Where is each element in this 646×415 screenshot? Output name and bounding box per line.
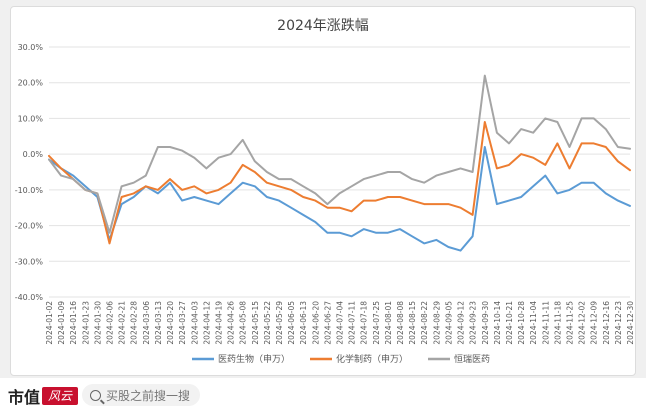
y-tick-label: -20.0%	[15, 222, 44, 231]
x-tick-label: 2024-02-21	[118, 301, 127, 345]
x-tick-label: 2024-11-18	[553, 301, 562, 345]
x-tick-label: 2024-11-11	[541, 301, 550, 345]
x-tick-label: 2024-05-29	[275, 301, 284, 345]
x-tick-label: 2024-09-12	[457, 301, 466, 345]
y-tick-label: -40.0%	[15, 293, 44, 302]
x-tick-label: 2024-08-15	[408, 301, 417, 345]
x-tick-label: 2024-12-09	[590, 301, 599, 345]
y-tick-label: 0.0%	[23, 150, 44, 159]
x-tick-label: 2024-12-02	[578, 301, 587, 345]
search-placeholder: 买股之前搜一搜	[106, 388, 191, 403]
x-tick-label: 2024-01-02	[45, 301, 54, 345]
chart-card: 2024年涨跌幅	[10, 6, 636, 376]
y-tick-label: -30.0%	[15, 257, 44, 266]
x-tick-label: 2024-07-25	[372, 301, 381, 345]
x-tick-label: 2024-02-28	[130, 301, 139, 345]
x-tick-label: 2024-08-22	[420, 301, 429, 345]
x-tick-label: 2024-09-05	[444, 301, 453, 345]
x-tick-label: 2024-06-13	[299, 301, 308, 345]
x-tick-label: 2024-10-21	[505, 301, 514, 345]
legend-label: 医药生物（申万）	[218, 353, 290, 365]
chart-title: 2024年涨跌幅	[277, 18, 369, 34]
brand-logo-group[interactable]: 市值 风云	[8, 384, 79, 408]
brand-name: 市值	[8, 388, 41, 407]
x-tick-label: 2024-10-28	[517, 301, 526, 345]
x-tick-label: 2024-05-08	[239, 301, 248, 345]
legend-label: 恒瑞医药	[454, 353, 490, 365]
x-tick-label: 2024-09-23	[469, 301, 478, 345]
x-tick-label: 2024-04-12	[202, 301, 211, 345]
footer-bar: 市值 风云 买股之前搜一搜	[0, 378, 646, 415]
x-tick-label: 2024-05-15	[251, 301, 260, 345]
x-tick-label: 2024-01-23	[81, 301, 90, 345]
legend-label: 化学制药（申万）	[336, 353, 408, 365]
x-tick-label: 2024-12-16	[602, 301, 611, 345]
x-tick-label: 2024-12-30	[626, 301, 635, 345]
x-tick-label: 2024-06-05	[287, 301, 296, 345]
line-chart: 30.0% 20.0% 10.0% 0.0% -10.0% -20.0% -30.0% -40…	[15, 43, 635, 365]
brand-logo-mark: 风云	[42, 387, 79, 405]
x-tick-label: 2024-11-04	[529, 301, 538, 345]
x-tick-label: 2024-06-27	[323, 301, 332, 345]
x-tick-label: 2024-09-30	[481, 301, 490, 345]
x-tick-label: 2024-03-27	[178, 301, 187, 345]
y-tick-label: 30.0%	[18, 43, 44, 52]
search-box[interactable]: 买股之前搜一搜	[82, 384, 200, 406]
y-tick-label: -10.0%	[15, 186, 44, 195]
x-tick-label: 2024-10-14	[493, 301, 502, 345]
x-tick-label: 2024-01-30	[93, 301, 102, 345]
x-tick-label: 2024-08-08	[396, 301, 405, 345]
series-line-2	[48, 121, 631, 245]
x-tick-label: 2024-05-22	[263, 301, 272, 345]
x-tick-label: 2024-07-18	[360, 301, 369, 345]
x-tick-label: 2024-07-04	[336, 301, 345, 345]
x-tick-label: 2024-03-20	[166, 301, 175, 345]
x-tick-label: 2024-02-06	[106, 301, 115, 345]
x-tick-label: 2024-03-06	[142, 301, 151, 345]
x-tick-label: 2024-08-01	[384, 301, 393, 345]
y-tick-label: 10.0%	[18, 114, 44, 123]
x-tick-label: 2024-03-13	[154, 301, 163, 345]
x-tick-label: 2024-04-19	[214, 301, 223, 345]
x-tick-label: 2024-01-09	[57, 301, 66, 345]
x-tick-label: 2024-06-20	[311, 301, 320, 345]
y-tick-label: 20.0%	[18, 79, 44, 88]
x-tick-label: 2024-07-11	[348, 301, 357, 345]
x-tick-label: 2024-04-03	[190, 301, 199, 345]
x-tick-label: 2024-04-26	[227, 301, 236, 345]
series-line-3	[48, 74, 631, 234]
x-tick-label: 2024-11-25	[565, 301, 574, 345]
search-icon	[90, 389, 101, 401]
x-tick-label: 2024-08-29	[432, 301, 441, 345]
x-tick-label: 2024-01-16	[69, 301, 78, 345]
x-tick-label: 2024-12-23	[614, 301, 623, 345]
